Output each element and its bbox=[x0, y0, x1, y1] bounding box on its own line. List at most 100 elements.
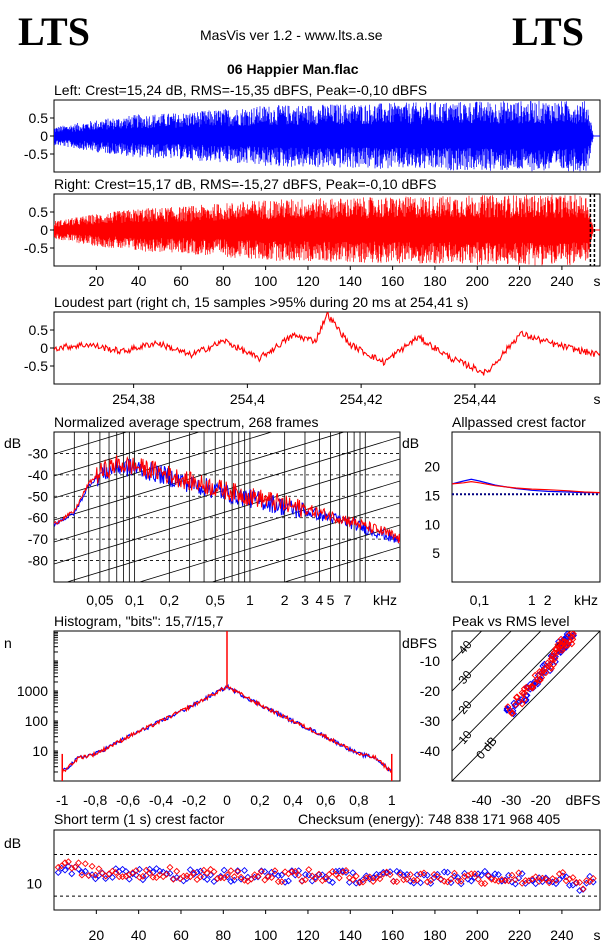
histogram-xtick: 0,8 bbox=[349, 792, 369, 808]
short-crest-point bbox=[108, 873, 116, 881]
right-wave-xtick: 180 bbox=[423, 273, 447, 289]
short-crest-point bbox=[366, 873, 374, 881]
short-crest-point bbox=[555, 870, 563, 878]
peak-rms-point bbox=[544, 659, 552, 667]
short-crest-point bbox=[301, 876, 309, 884]
short-crest-point bbox=[146, 869, 154, 877]
spectrum-slope-line bbox=[65, 480, 400, 582]
short-crest-xtick: 120 bbox=[296, 927, 320, 943]
short-crest-xtick: 200 bbox=[466, 927, 490, 943]
right-wave-unit: s bbox=[594, 273, 601, 289]
short-crest-point bbox=[508, 871, 516, 879]
short-crest-point bbox=[515, 869, 523, 877]
histogram-xtick: 0 bbox=[223, 792, 231, 808]
spectrum-ytick: -60 bbox=[28, 510, 48, 526]
spectrum-xtick: 2 bbox=[281, 592, 289, 608]
loudest-xtick: 254,4 bbox=[230, 391, 265, 407]
short-crest-point bbox=[234, 867, 242, 875]
spectrum-xtick: 3 bbox=[301, 592, 309, 608]
short-crest-point bbox=[444, 868, 452, 876]
short-crest-point bbox=[386, 871, 394, 879]
short-crest-point bbox=[342, 867, 350, 874]
short-crest-point bbox=[444, 878, 452, 886]
short-crest-point bbox=[406, 871, 414, 879]
short-crest-point bbox=[132, 867, 140, 875]
short-crest-point bbox=[505, 877, 513, 885]
short-crest-point bbox=[322, 875, 330, 883]
peak-rms-ytick: -10 bbox=[420, 653, 440, 669]
short-crest-point bbox=[54, 863, 62, 871]
peak-rms-point bbox=[531, 680, 539, 688]
short-crest-point bbox=[139, 872, 147, 880]
short-crest-point bbox=[68, 870, 76, 878]
short-crest-point bbox=[220, 874, 228, 882]
short-crest-point bbox=[268, 874, 276, 881]
peak-rms-xtick: -20 bbox=[531, 792, 551, 808]
short-crest-point bbox=[163, 870, 171, 878]
spectrum-slope-line bbox=[210, 524, 400, 582]
peak-rms-unit: dBFS bbox=[565, 792, 600, 808]
short-crest-point bbox=[413, 876, 421, 884]
allpass-ylabel: dB bbox=[402, 435, 419, 451]
right-wave-ytick: 0 bbox=[40, 222, 48, 238]
short-crest-point bbox=[64, 858, 72, 866]
histogram-series-left bbox=[61, 683, 393, 773]
spectrum-ytick: -80 bbox=[28, 553, 48, 569]
peak-rms-point bbox=[550, 660, 558, 669]
short-crest-point bbox=[349, 876, 357, 884]
right-wave-xtick: 200 bbox=[466, 273, 490, 289]
short-crest-point bbox=[203, 869, 211, 877]
short-crest-xtick: 100 bbox=[254, 927, 278, 943]
short-crest-point bbox=[542, 875, 550, 883]
peak-rms-ytick: -40 bbox=[420, 743, 440, 759]
peak-rms-point bbox=[518, 689, 526, 697]
short-crest-point bbox=[78, 871, 86, 879]
allpass-ytick: 10 bbox=[424, 516, 440, 532]
right-wave-ytick: 0.5 bbox=[29, 204, 49, 220]
short-crest-point bbox=[92, 871, 99, 879]
logo-right: LTS bbox=[512, 9, 584, 54]
short-crest-point bbox=[278, 878, 286, 886]
spectrum-xtick: 1 bbox=[246, 592, 254, 608]
left-wave-fill bbox=[54, 101, 594, 172]
spectrum-title: Normalized average spectrum, 268 frames bbox=[54, 414, 319, 430]
short-crest-point bbox=[481, 867, 489, 875]
short-crest-point bbox=[142, 866, 150, 874]
short-crest-xtick: 240 bbox=[550, 927, 574, 943]
short-crest-point bbox=[278, 871, 286, 879]
peak-rms-point bbox=[504, 703, 512, 711]
allpass-xtick: 1 bbox=[528, 592, 536, 608]
short-crest-point bbox=[291, 867, 299, 875]
peak-rms-point bbox=[568, 640, 576, 648]
spectrum-xtick: 0,1 bbox=[125, 592, 145, 608]
histogram-xtick: 0,2 bbox=[250, 792, 270, 808]
spectrum-xtick: 4 bbox=[315, 592, 323, 608]
short-crest-point bbox=[186, 873, 194, 881]
short-crest-point bbox=[349, 869, 357, 877]
short-crest-point bbox=[447, 875, 455, 883]
spectrum-ytick: -50 bbox=[28, 488, 48, 504]
short-crest-ylabel: dB bbox=[4, 835, 21, 851]
peak-rms-diag-label: 0 dB bbox=[473, 734, 500, 762]
spectrum-ytick: -40 bbox=[28, 467, 48, 483]
short-crest-point bbox=[166, 863, 174, 871]
short-crest-point bbox=[308, 872, 316, 880]
allpass-series-right bbox=[452, 480, 600, 494]
right-wave-xtick: 60 bbox=[173, 273, 189, 289]
short-crest-point bbox=[196, 873, 204, 881]
short-crest-point bbox=[586, 878, 594, 886]
short-crest-point bbox=[108, 867, 116, 875]
short-crest-point bbox=[315, 870, 323, 878]
short-crest-point bbox=[552, 876, 560, 884]
short-crest-xtick: 40 bbox=[131, 927, 147, 943]
right-wave-xtick: 140 bbox=[339, 273, 363, 289]
histogram-xtick: 0,4 bbox=[283, 792, 303, 808]
peak-rms-point bbox=[568, 633, 576, 641]
short-crest-unit: s bbox=[594, 927, 601, 943]
left-wave-ytick: 0.5 bbox=[29, 110, 49, 126]
short-crest-point bbox=[450, 869, 458, 877]
spectrum-slope-line bbox=[54, 432, 346, 521]
right-wave-xtick: 100 bbox=[254, 273, 278, 289]
